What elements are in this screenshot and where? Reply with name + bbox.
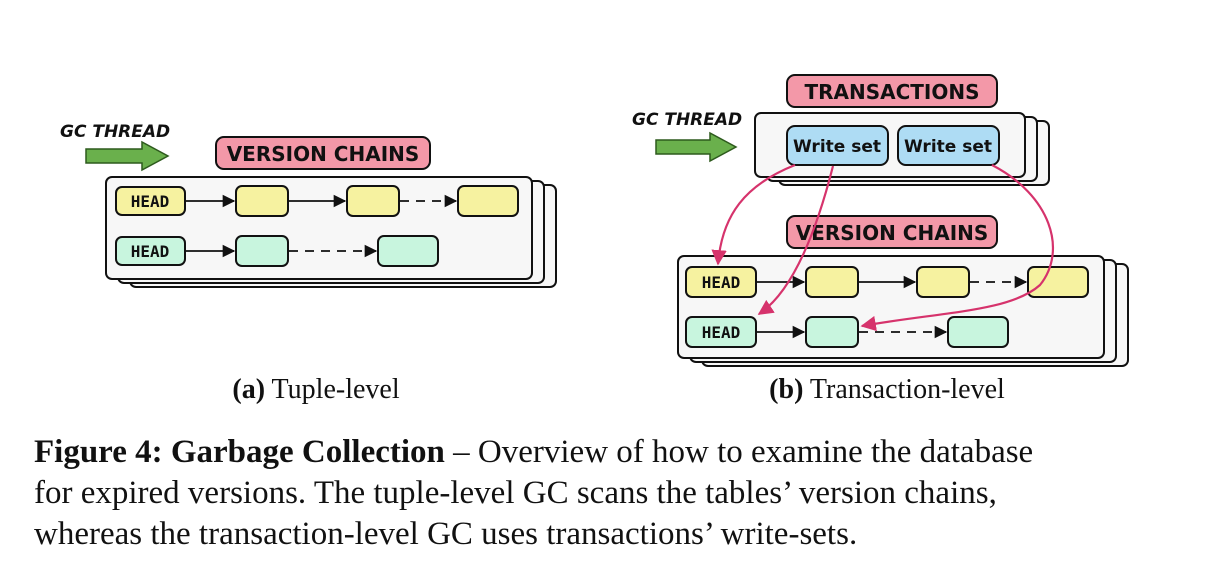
- write-set-box: [786, 125, 889, 166]
- head-node: [685, 266, 757, 298]
- gc-thread-arrow-icon: [655, 131, 738, 163]
- version-chain-row-2: HEAD: [685, 316, 1009, 348]
- version-chains-label: VERSION CHAINS: [227, 142, 420, 166]
- figure-caption: Figure 4: Garbage Collection – Overview …: [34, 432, 1184, 555]
- write-set-pointer: [860, 164, 1055, 332]
- gc-thread-label: GC THREAD: [632, 110, 742, 130]
- write-set-label: Write set: [793, 137, 881, 157]
- transactions-label: TRANSACTIONS: [804, 80, 979, 104]
- version-node: [805, 316, 859, 348]
- head-label: HEAD: [702, 323, 741, 342]
- head-label: HEAD: [131, 242, 170, 261]
- version-chains-pill: [786, 215, 998, 249]
- write-set-pointer: [757, 165, 835, 315]
- head-node: [115, 236, 186, 266]
- subcaption-b-letter: (b): [769, 374, 803, 405]
- gc-thread-arrow-icon: [85, 140, 170, 172]
- caption-line-3: whereas the transaction-level GC uses tr…: [34, 516, 858, 552]
- head-label: HEAD: [131, 192, 170, 211]
- write-set-label: Write set: [904, 137, 992, 157]
- version-node: [377, 235, 439, 267]
- version-chains-label: VERSION CHAINS: [796, 221, 989, 245]
- version-node: [457, 185, 519, 217]
- version-node: [235, 185, 289, 217]
- version-chain-row-2: HEAD: [115, 235, 439, 267]
- head-label: HEAD: [702, 273, 741, 292]
- subcaption-b-text: Transaction-level: [803, 374, 1005, 405]
- head-node: [685, 316, 757, 348]
- gc-thread-label: GC THREAD: [60, 122, 170, 142]
- caption-label: Figure 4: Garbage Collection: [34, 434, 445, 470]
- version-node: [346, 185, 400, 217]
- transactions-pill: [786, 74, 998, 108]
- panel-transaction-level: TRANSACTIONS GC THREAD Write set Write s…: [632, 74, 1129, 405]
- version-node: [235, 235, 289, 267]
- gc-diagram: GC THREAD VERSION CHAINS HEAD HEAD: [60, 74, 1129, 405]
- caption-line-1: Figure 4: Garbage Collection – Overview …: [34, 432, 1184, 473]
- write-set-box: [897, 125, 1000, 166]
- caption-line-2: for expired versions. The tuple-level GC…: [34, 475, 997, 511]
- panel-tuple-level: GC THREAD VERSION CHAINS HEAD HEAD: [60, 122, 557, 405]
- version-chains-pill: [215, 136, 431, 170]
- version-node: [1027, 266, 1089, 298]
- subcaption-b: (b) Transaction-level: [769, 374, 1005, 405]
- subcaption-a-letter: (a): [232, 374, 265, 405]
- version-node: [916, 266, 970, 298]
- version-node: [805, 266, 859, 298]
- version-chain-row-1: HEAD: [685, 266, 1089, 298]
- write-set-pointer: [711, 163, 796, 266]
- version-chain-row-1: HEAD: [115, 185, 519, 217]
- caption-line-1-text: – Overview of how to examine the databas…: [444, 434, 1034, 470]
- subcaption-a: (a) Tuple-level: [232, 374, 399, 405]
- version-node: [947, 316, 1009, 348]
- head-node: [115, 186, 186, 216]
- subcaption-a-text: Tuple-level: [265, 374, 400, 405]
- write-set-references: [711, 163, 1055, 332]
